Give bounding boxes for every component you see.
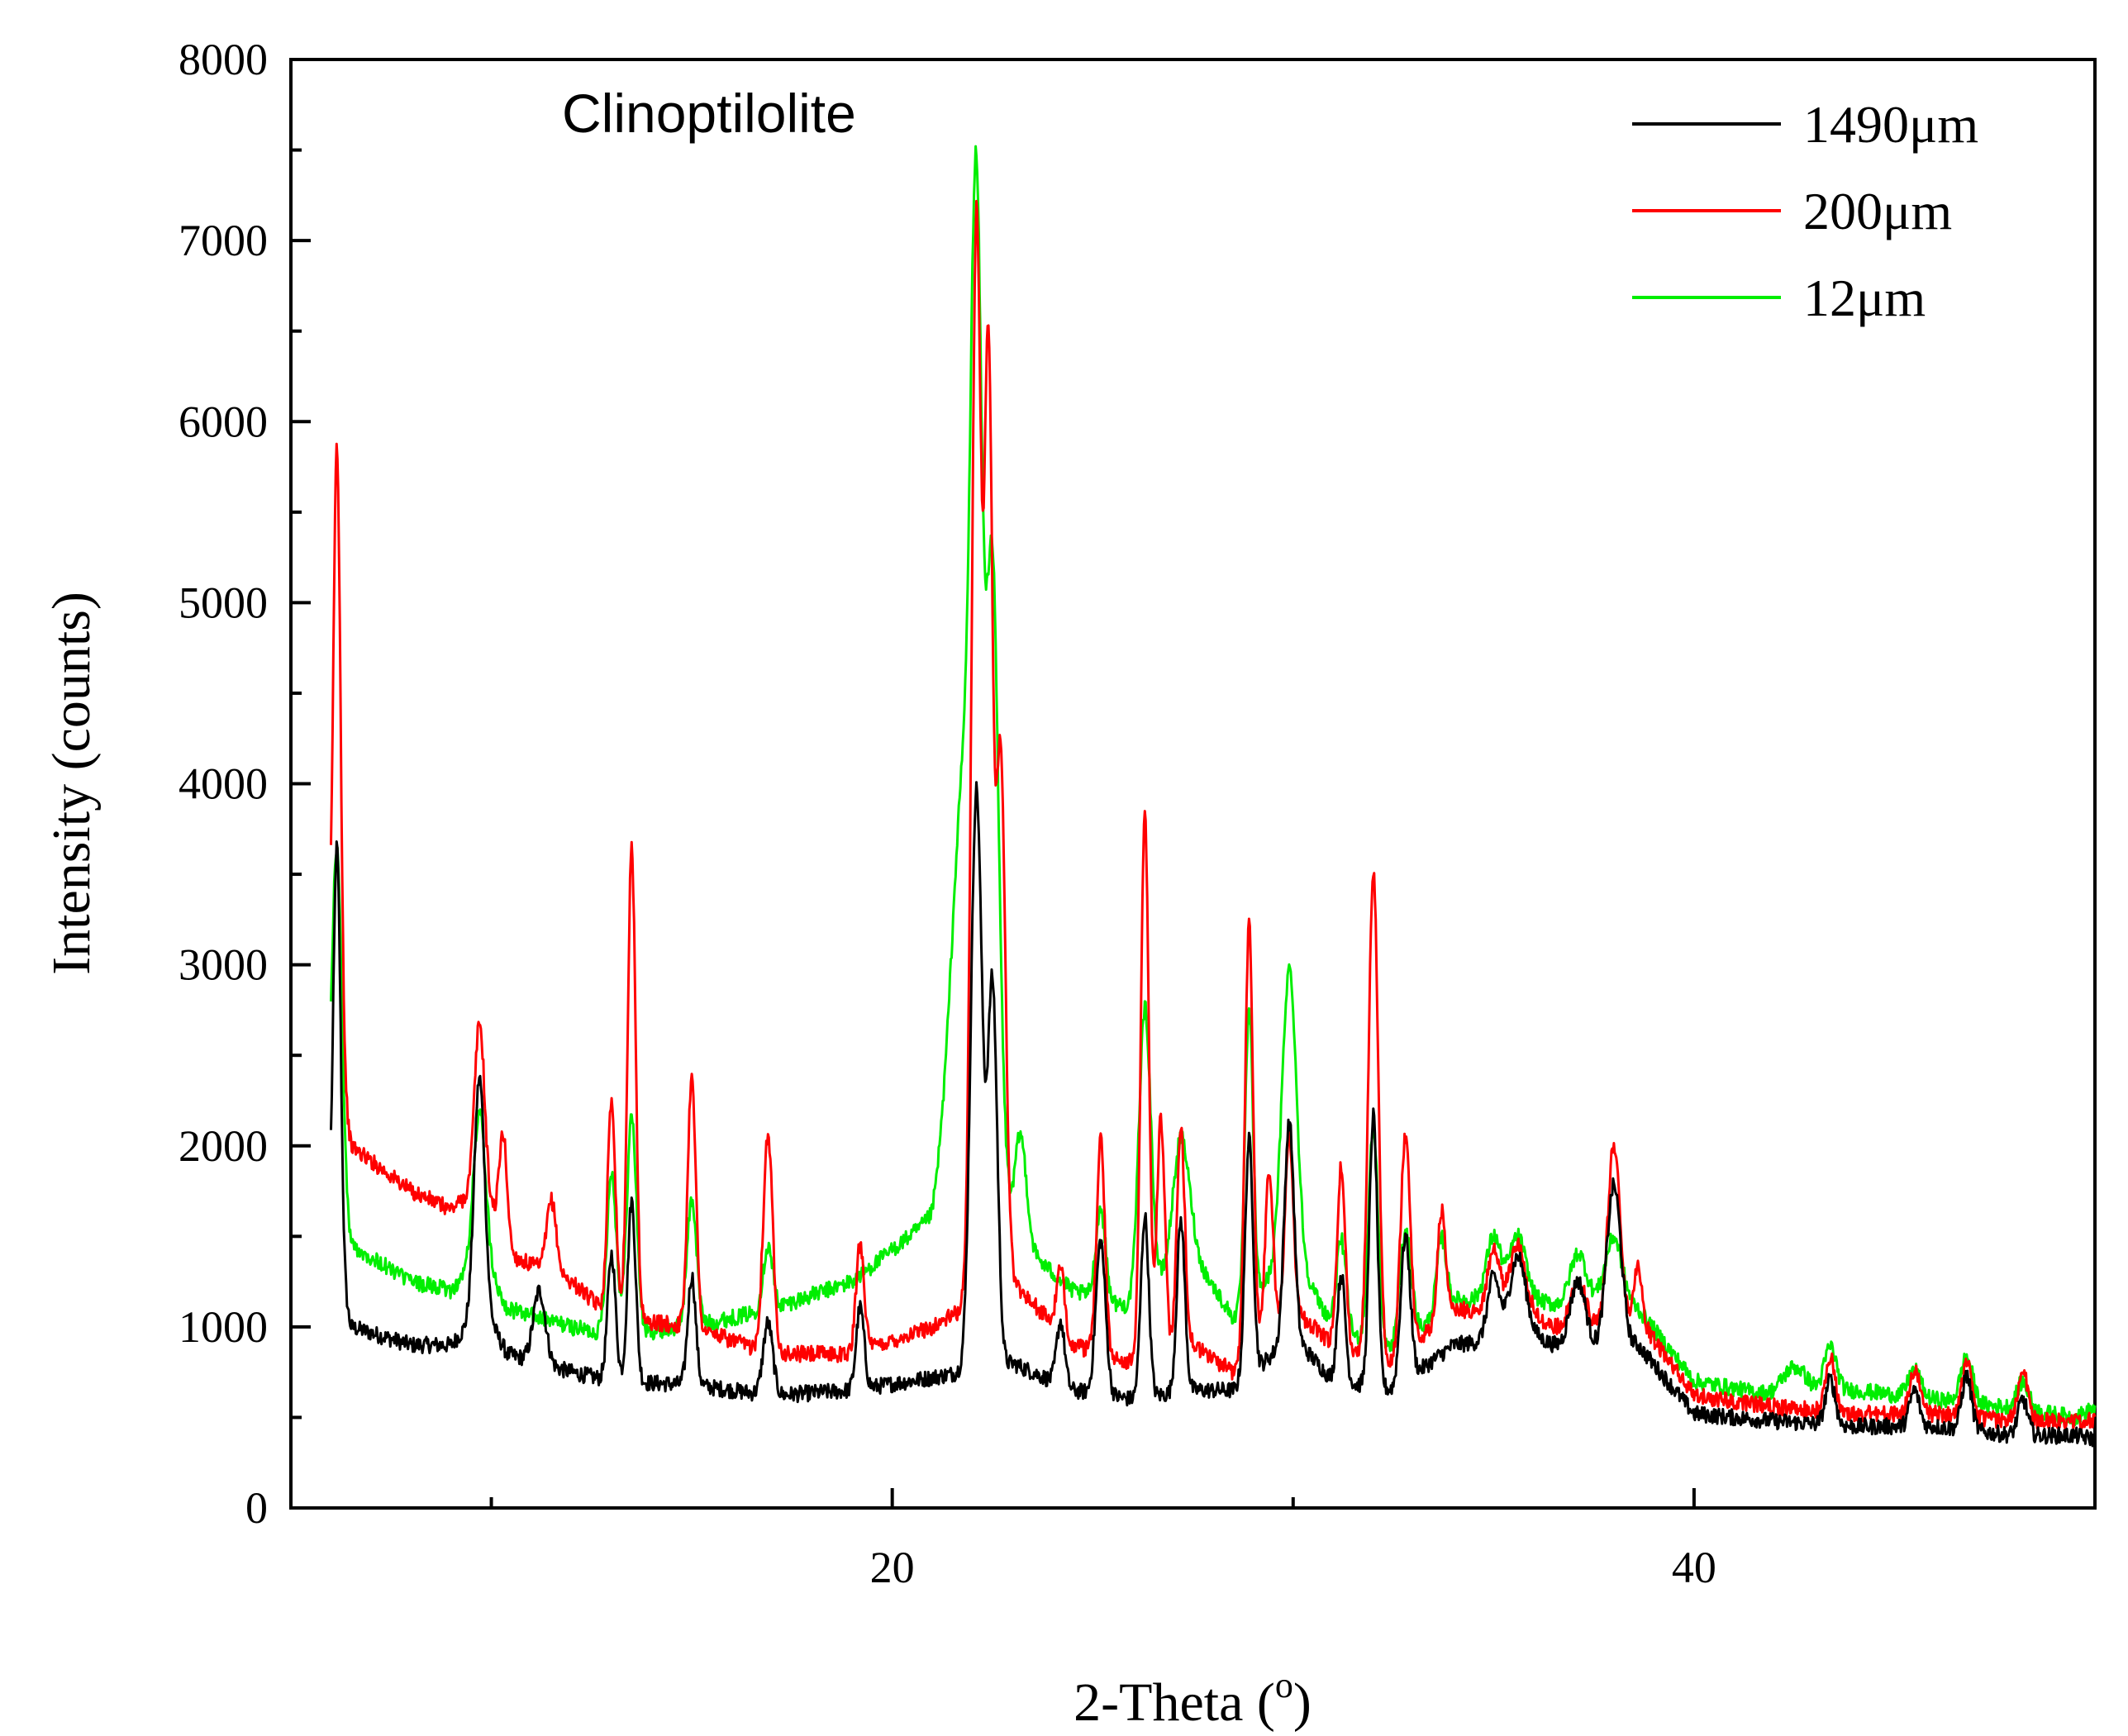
x-axis-ticks: 20 40 bbox=[489, 1488, 2097, 1592]
series-line bbox=[330, 199, 2097, 1430]
legend-label: 1490μm bbox=[1803, 95, 1978, 154]
legend-label: 12μm bbox=[1803, 269, 1926, 327]
y-tick-label: 0 bbox=[245, 1483, 268, 1533]
y-tick-label: 3000 bbox=[179, 940, 268, 990]
series-line bbox=[330, 145, 2097, 1427]
x-axis-title-main: 2-Theta ( bbox=[1074, 1672, 1275, 1733]
x-axis-title-degree: o bbox=[1275, 1665, 1293, 1705]
series-lines bbox=[330, 145, 2097, 1448]
legend-label: 200μm bbox=[1803, 182, 1952, 240]
series-line bbox=[330, 781, 2097, 1448]
chart-annotation: Clinoptilolite bbox=[562, 83, 856, 144]
x-axis-title: 2-Theta (o) bbox=[1074, 1665, 1312, 1733]
y-axis-ticks: 0 1000 2000 3000 4000 5000 6000 7000 8000 bbox=[179, 35, 311, 1533]
x-axis-title-close: ) bbox=[1293, 1672, 1312, 1733]
y-tick-label: 2000 bbox=[179, 1121, 268, 1171]
y-tick-label: 6000 bbox=[179, 397, 268, 446]
y-tick-label: 1000 bbox=[179, 1302, 268, 1352]
y-tick-label: 8000 bbox=[179, 35, 268, 84]
y-tick-label: 7000 bbox=[179, 216, 268, 265]
y-tick-label: 4000 bbox=[179, 759, 268, 809]
y-axis-title: Intensity (counts) bbox=[41, 592, 102, 975]
y-tick-label: 5000 bbox=[179, 578, 268, 627]
x-tick-label: 20 bbox=[870, 1543, 915, 1592]
x-tick-label: 40 bbox=[1672, 1543, 1716, 1592]
legend: 1490μm 200μm 12μm bbox=[1632, 95, 1978, 327]
